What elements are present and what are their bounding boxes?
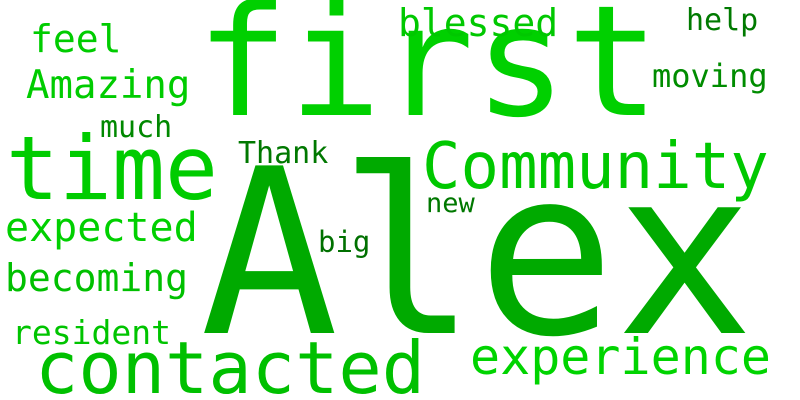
- word-first: first: [196, 0, 660, 152]
- word-resident: resident: [12, 313, 171, 352]
- word-moving: moving: [652, 57, 768, 95]
- word-time: time: [6, 117, 218, 220]
- word-help: help: [686, 3, 759, 38]
- word-experience: experience: [470, 328, 772, 386]
- word-big: big: [318, 225, 371, 259]
- word-alex: Alex: [200, 121, 754, 388]
- word-amazing: Amazing: [26, 63, 191, 108]
- word-thank: Thank: [238, 136, 329, 171]
- word-contacted: contacted: [35, 326, 426, 400]
- word-becoming: becoming: [5, 256, 189, 300]
- word-feel: feel: [30, 17, 122, 61]
- word-community: Community: [422, 130, 769, 204]
- word-much: much: [100, 110, 173, 145]
- word-expected: expected: [5, 205, 198, 251]
- word-new: new: [426, 188, 475, 219]
- word-blessed: blessed: [398, 1, 559, 45]
